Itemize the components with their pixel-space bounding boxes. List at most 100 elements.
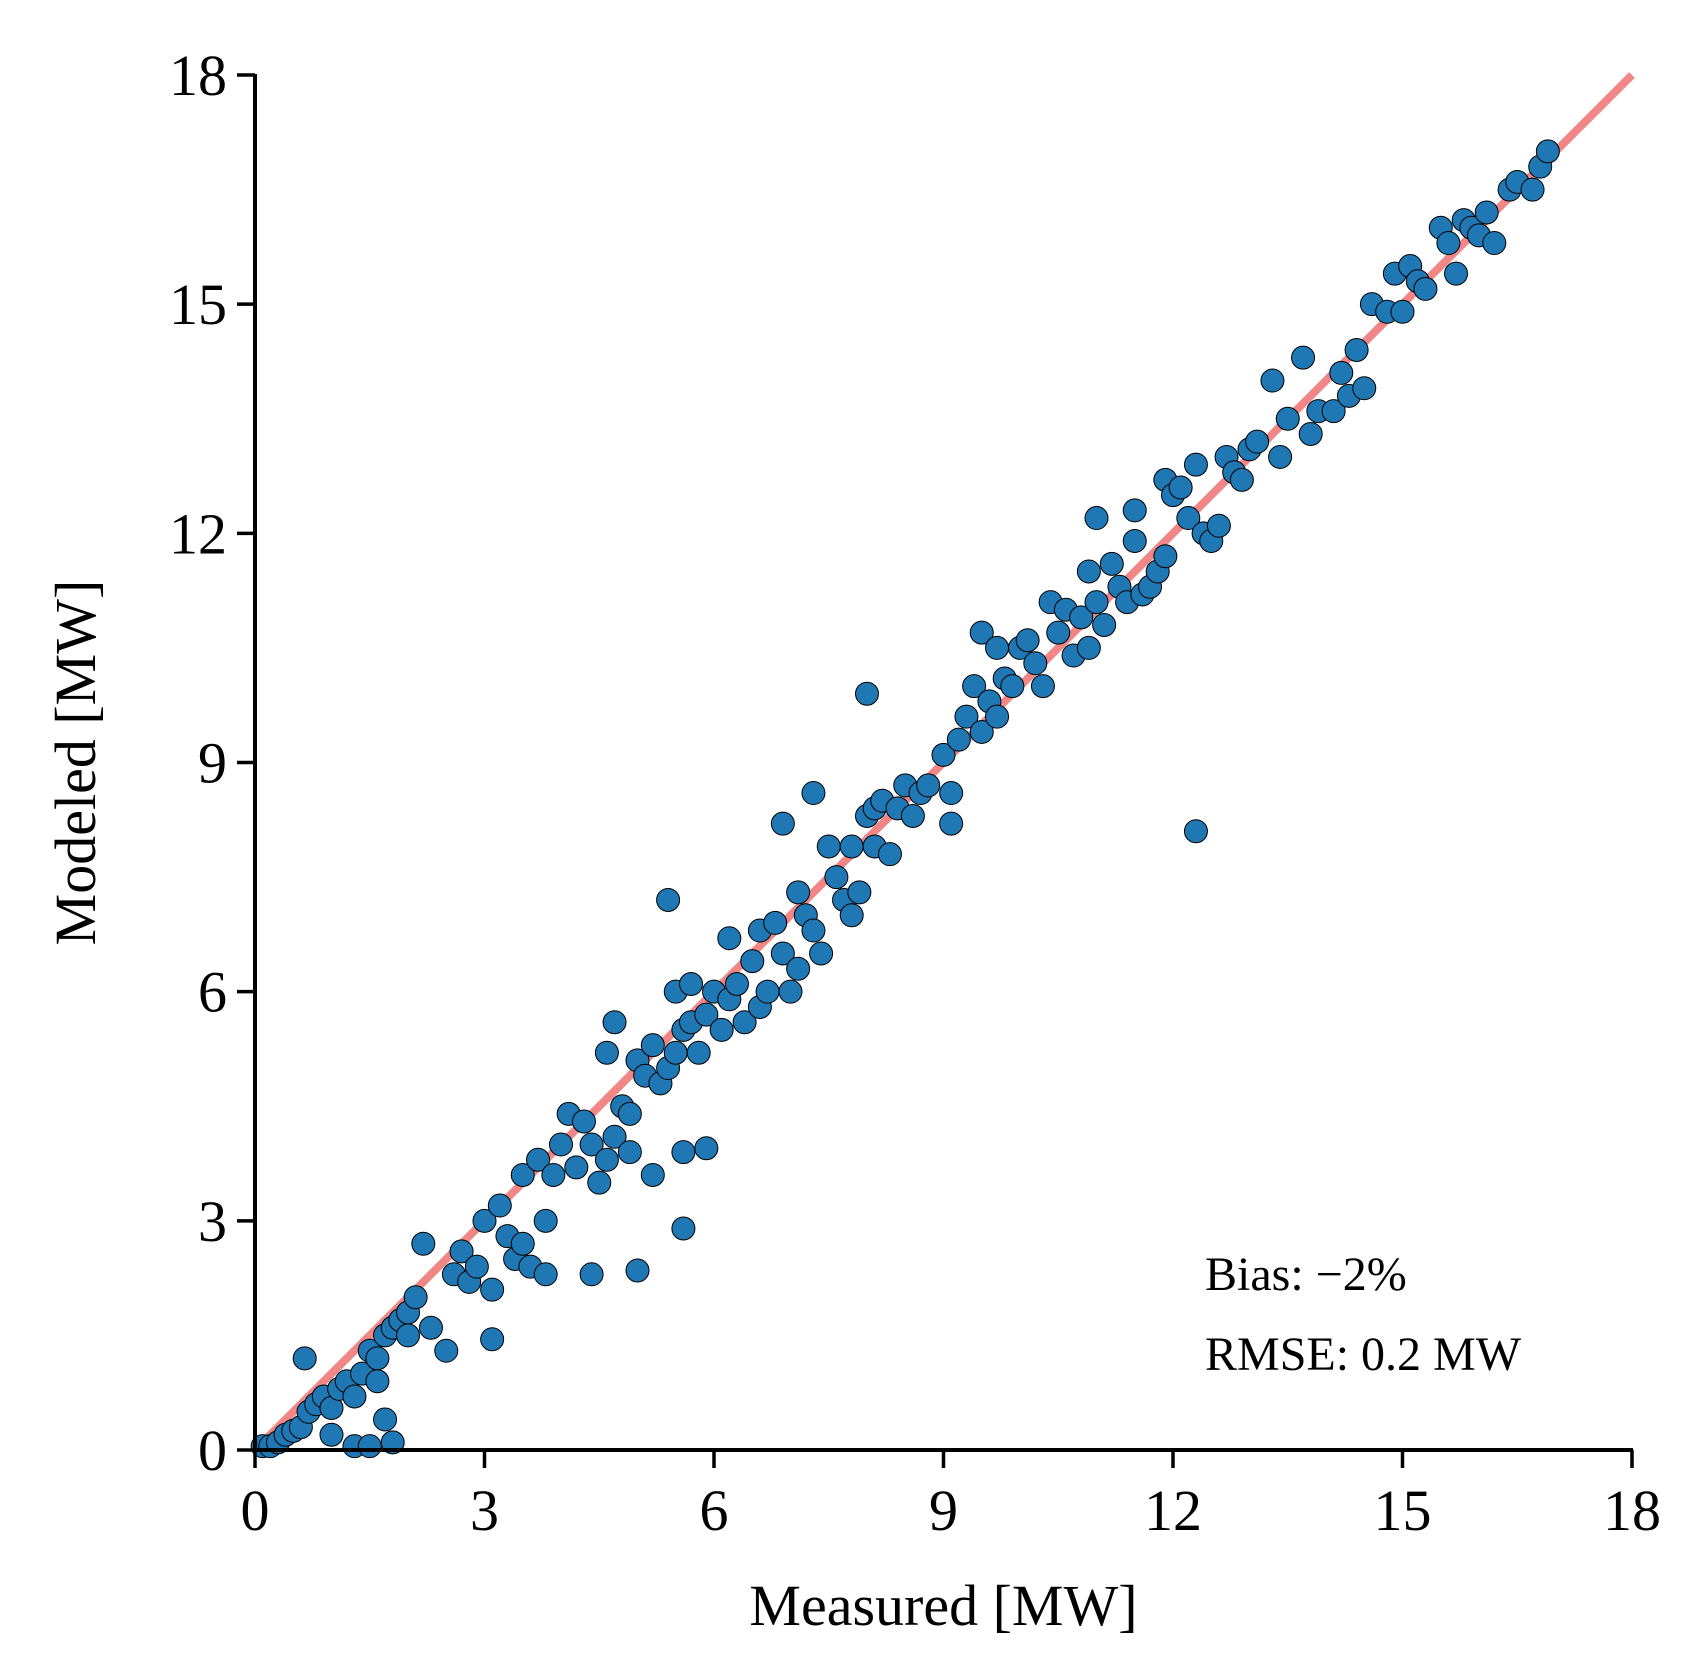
data-point xyxy=(1023,651,1048,676)
y-tick-label: 12 xyxy=(169,501,227,566)
data-point xyxy=(365,1369,390,1394)
data-point xyxy=(679,972,704,997)
data-point xyxy=(1168,475,1193,500)
data-point xyxy=(625,1258,650,1283)
data-point xyxy=(449,1239,474,1264)
data-point xyxy=(755,979,780,1004)
data-point xyxy=(839,903,864,928)
data-point xyxy=(663,1040,688,1065)
data-point xyxy=(1076,635,1101,660)
y-tick-label: 9 xyxy=(198,731,227,796)
data-point xyxy=(396,1323,420,1348)
data-point xyxy=(549,1132,573,1157)
x-tick-label: 12 xyxy=(1144,1478,1202,1543)
data-point xyxy=(847,880,872,905)
data-point xyxy=(839,834,864,859)
data-point xyxy=(403,1285,428,1310)
data-point xyxy=(1344,338,1369,362)
data-point xyxy=(969,620,994,645)
data-point xyxy=(770,941,795,966)
data-point xyxy=(434,1338,459,1363)
data-point xyxy=(1245,429,1270,454)
data-point xyxy=(1069,605,1094,630)
data-point xyxy=(1076,559,1101,584)
data-point xyxy=(709,1017,734,1042)
data-point xyxy=(464,1254,489,1279)
data-point xyxy=(732,1010,757,1035)
data-point xyxy=(824,865,849,890)
data-point xyxy=(526,1147,551,1172)
data-point xyxy=(916,773,941,798)
data-point xyxy=(985,635,1010,660)
data-point xyxy=(1413,276,1438,301)
data-point xyxy=(617,1101,642,1126)
data-point xyxy=(1474,200,1499,225)
data-point xyxy=(1206,513,1231,538)
data-point xyxy=(778,979,803,1004)
y-tick-label: 0 xyxy=(198,1418,227,1483)
data-point xyxy=(763,910,788,935)
data-point xyxy=(985,704,1010,729)
data-point xyxy=(319,1422,344,1447)
data-point xyxy=(717,926,742,951)
data-point xyxy=(855,681,879,706)
rmse-annotation: RMSE: 0.2 MW xyxy=(1205,1328,1522,1381)
data-point xyxy=(954,704,979,729)
data-point xyxy=(411,1231,436,1256)
data-point xyxy=(373,1407,398,1432)
data-point xyxy=(1183,819,1208,844)
x-tick-label: 9 xyxy=(929,1478,958,1543)
data-point xyxy=(1099,551,1124,576)
data-point xyxy=(694,1136,719,1161)
data-point xyxy=(1183,452,1208,477)
data-point xyxy=(1122,528,1147,553)
data-point xyxy=(801,918,826,943)
data-point xyxy=(418,1315,443,1340)
data-point xyxy=(541,1163,566,1187)
data-point xyxy=(1482,231,1507,256)
data-point xyxy=(602,1124,627,1149)
data-point xyxy=(724,972,749,997)
x-tick-label: 15 xyxy=(1374,1478,1432,1543)
x-tick-label: 6 xyxy=(700,1478,729,1543)
data-point xyxy=(480,1327,505,1352)
data-point xyxy=(786,956,811,981)
data-point xyxy=(694,1002,719,1027)
data-point xyxy=(579,1262,604,1287)
data-point xyxy=(487,1193,512,1218)
data-point xyxy=(1352,376,1377,401)
bias-annotation: Bias: −2% xyxy=(1205,1248,1407,1301)
data-point xyxy=(602,1010,627,1035)
x-axis-label: Measured [MW] xyxy=(749,1573,1137,1638)
data-point xyxy=(671,1140,696,1165)
data-point xyxy=(671,1216,696,1241)
data-point xyxy=(1122,498,1147,523)
data-point xyxy=(1520,177,1545,202)
data-point xyxy=(816,834,841,859)
data-point xyxy=(510,1231,535,1256)
data-point xyxy=(1321,399,1346,424)
data-point xyxy=(472,1208,497,1233)
data-point xyxy=(1084,506,1109,531)
data-point xyxy=(564,1155,589,1180)
data-point xyxy=(1260,368,1285,393)
data-point xyxy=(686,1040,711,1065)
data-point xyxy=(1084,590,1109,615)
x-tick-label: 0 xyxy=(241,1478,270,1543)
data-point xyxy=(480,1277,505,1302)
data-point xyxy=(617,1140,642,1165)
points-layer xyxy=(250,139,1560,1459)
y-tick-label: 6 xyxy=(198,960,227,1025)
data-point xyxy=(1015,628,1040,653)
data-point xyxy=(1046,620,1071,645)
data-point xyxy=(1229,467,1254,492)
data-point xyxy=(939,811,964,836)
y-tick-label: 18 xyxy=(169,43,227,108)
data-point xyxy=(640,1163,665,1187)
data-point xyxy=(1436,231,1461,256)
data-point xyxy=(640,1033,665,1058)
data-point xyxy=(1329,360,1354,385)
y-tick-label: 15 xyxy=(169,272,227,337)
data-point xyxy=(1176,506,1201,531)
